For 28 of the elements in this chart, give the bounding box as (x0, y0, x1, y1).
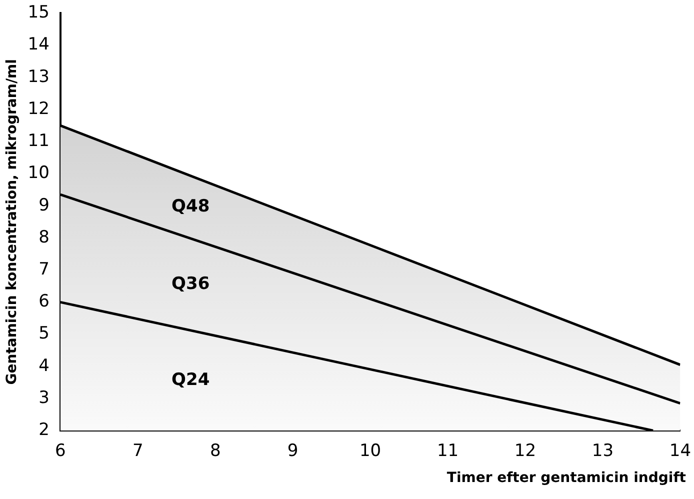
y-axis-title: Gentamicin koncentration, mikrogram/ml (4, 59, 20, 385)
x-tick-label: 12 (514, 441, 536, 462)
y-tick-label: 8 (38, 227, 50, 248)
x-tick-label: 9 (287, 441, 298, 462)
annotation: Q48 (172, 196, 210, 217)
x-tick-label: 7 (132, 441, 144, 462)
y-tick-label: 13 (28, 66, 50, 87)
y-tick-label: 10 (28, 163, 50, 184)
annotation: Q24 (172, 370, 210, 390)
x-axis-title: Timer efter gentamicin indgift (446, 470, 686, 486)
y-tick-label: 3 (38, 388, 50, 408)
x-tick-label: 6 (55, 441, 66, 462)
y-tick-label: 4 (38, 356, 50, 376)
y-tick-label: 7 (38, 259, 50, 280)
y-tick-label: 9 (38, 195, 50, 216)
y-tick-label: 2 (38, 420, 50, 440)
x-tick-label: 14 (669, 441, 692, 462)
x-tick-label: 11 (436, 441, 459, 462)
y-tick-label: 14 (28, 34, 50, 55)
y-tick-label: 11 (28, 131, 50, 152)
y-tick-label: 5 (38, 324, 50, 344)
y-tick-label: 15 (28, 2, 50, 23)
x-tick-label: 8 (210, 441, 221, 462)
x-tick-label: 13 (592, 441, 614, 462)
y-tick-label: 12 (28, 98, 50, 119)
y-tick-label: 6 (38, 292, 50, 312)
x-tick-label: 10 (359, 441, 382, 462)
annotation: Q36 (172, 274, 210, 294)
